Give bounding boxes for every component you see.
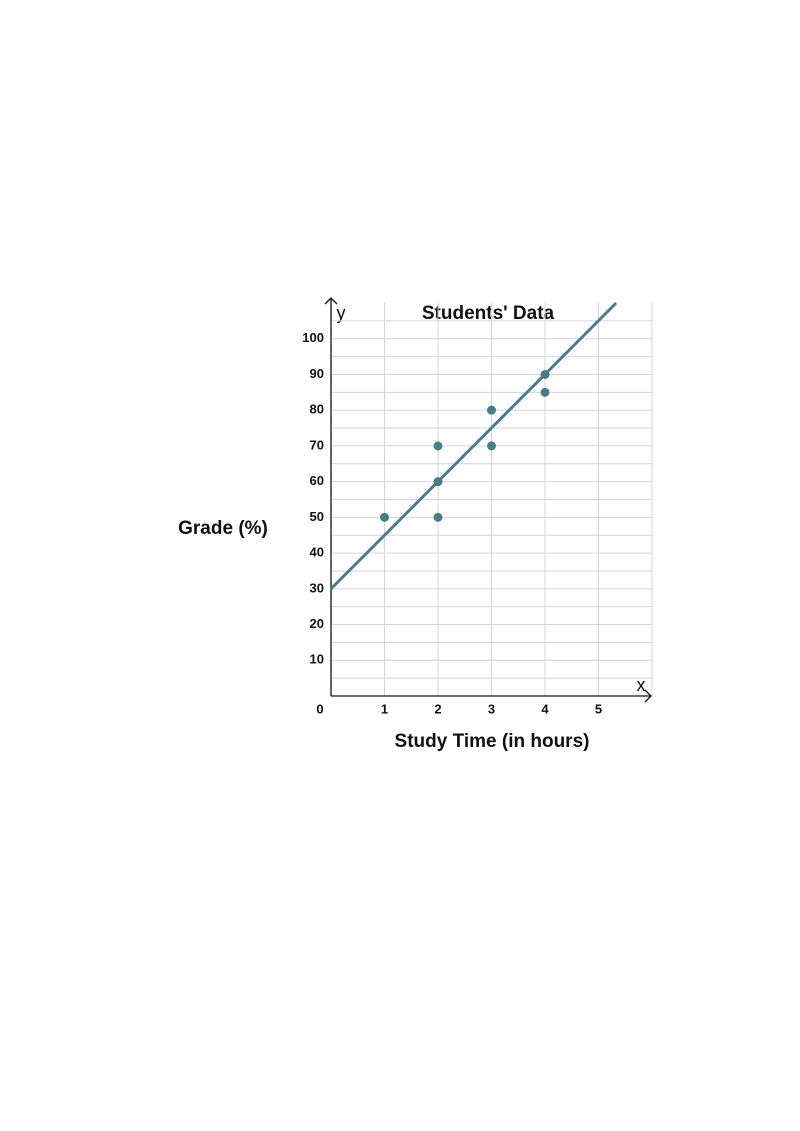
x-arrow: [644, 689, 652, 703]
x-tick-label: 3: [488, 701, 495, 716]
data-point: [433, 441, 443, 451]
x-tick-label: 2: [434, 701, 441, 716]
y-tick-label: 100: [302, 330, 324, 345]
data-point: [380, 512, 389, 522]
y-axis-letter: y: [337, 303, 346, 323]
x-tick-label: 5: [595, 701, 602, 716]
y-tick-label: 70: [310, 437, 324, 452]
y-tick-label: 50: [310, 509, 324, 524]
x-axis-label: Study Time (in hours): [395, 731, 590, 752]
chart-title: Students' Data: [422, 303, 555, 324]
y-tick-label: 20: [310, 616, 324, 631]
x-tick-label: 1: [381, 701, 388, 716]
x-tick-label: 4: [541, 701, 549, 716]
data-point: [433, 477, 443, 487]
y-tick-label: 10: [310, 652, 324, 667]
x-axis-letter: x: [637, 675, 646, 695]
data-point: [540, 387, 550, 397]
y-tick-label: 60: [310, 473, 324, 488]
y-tick-label: 80: [310, 402, 324, 417]
data-point: [487, 405, 496, 415]
grid: [330, 303, 653, 696]
x-tick-label: 0: [316, 701, 323, 716]
y-axis-label: Grade (%): [178, 518, 268, 539]
y-arrow: [324, 297, 338, 305]
y-tick-label: 90: [310, 366, 324, 381]
trend-line: [329, 301, 618, 590]
axes: [324, 297, 652, 703]
y-tick-label: 40: [310, 545, 324, 560]
data-point: [540, 369, 550, 379]
data-point: [487, 441, 496, 451]
y-tick-label: 30: [310, 580, 324, 595]
data-point: [433, 512, 443, 522]
